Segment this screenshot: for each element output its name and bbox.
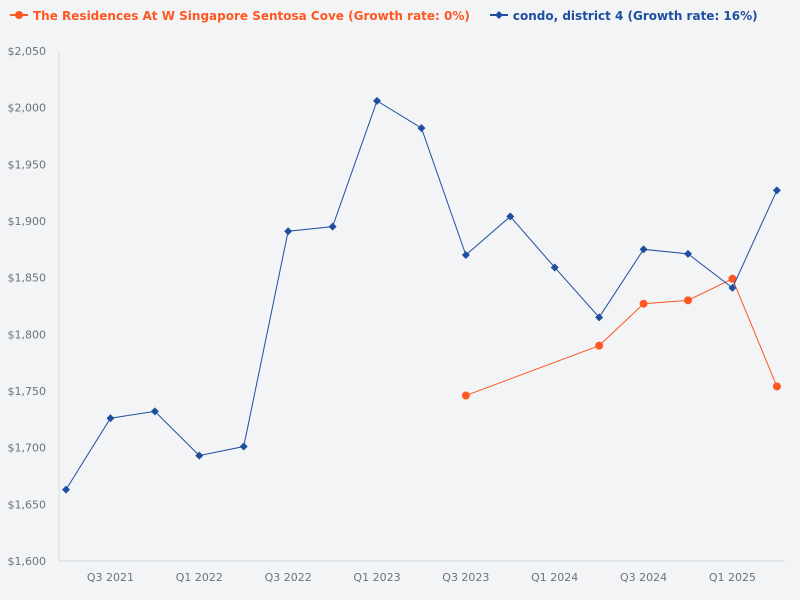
y-tick-label: $1,700 (8, 442, 47, 455)
data-point (772, 186, 781, 195)
series-line (65, 100, 778, 490)
legend-label: condo, district 4 (Growth rate: 16%) (512, 9, 758, 23)
data-point (595, 341, 604, 350)
data-point (506, 212, 515, 221)
y-tick-label: $1,600 (8, 555, 47, 568)
legend-item[interactable]: The Residences At W Singapore Sentosa Co… (10, 9, 470, 23)
data-point (595, 313, 604, 322)
data-point (684, 249, 693, 258)
y-tick-label: $1,850 (8, 272, 47, 285)
data-point (373, 96, 382, 105)
data-point (195, 451, 204, 460)
x-tick-label: Q3 2024 (620, 571, 667, 584)
y-tick-label: $1,750 (8, 385, 47, 398)
x-tick-label: Q1 2024 (531, 571, 578, 584)
data-point (461, 251, 470, 259)
x-tick-label: Q1 2023 (353, 571, 400, 584)
data-point (684, 296, 693, 305)
data-point (62, 485, 70, 494)
data-point (150, 407, 159, 416)
x-tick-label: Q1 2025 (709, 571, 756, 584)
legend: The Residences At W Singapore Sentosa Co… (10, 9, 758, 23)
data-point (239, 442, 248, 451)
data-point (772, 382, 781, 391)
data-point (728, 274, 737, 283)
data-point (639, 299, 648, 308)
x-tick-label: Q1 2022 (176, 571, 223, 584)
legend-label: The Residences At W Singapore Sentosa Co… (33, 9, 470, 23)
series-line (465, 278, 778, 397)
diamond-marker-icon (489, 9, 508, 23)
data-point (728, 283, 737, 292)
data-point (106, 414, 115, 423)
y-tick-label: $1,900 (8, 215, 47, 228)
circle-marker-icon (10, 9, 28, 23)
data-point (284, 227, 293, 236)
y-tick-label: $2,050 (8, 45, 47, 58)
data-point (639, 245, 648, 254)
data-point (461, 391, 470, 400)
x-tick-label: Q3 2021 (87, 571, 134, 584)
x-tick-label: Q3 2022 (265, 571, 312, 584)
legend-item[interactable]: condo, district 4 (Growth rate: 16%) (489, 9, 758, 23)
x-tick-label: Q3 2023 (442, 571, 489, 584)
y-tick-label: $1,650 (8, 498, 47, 511)
data-point (417, 124, 426, 133)
data-point (328, 222, 337, 231)
data-point (550, 263, 559, 272)
y-tick-label: $1,800 (8, 328, 47, 341)
y-tick-label: $1,950 (8, 158, 47, 171)
y-tick-label: $2,000 (8, 102, 47, 115)
